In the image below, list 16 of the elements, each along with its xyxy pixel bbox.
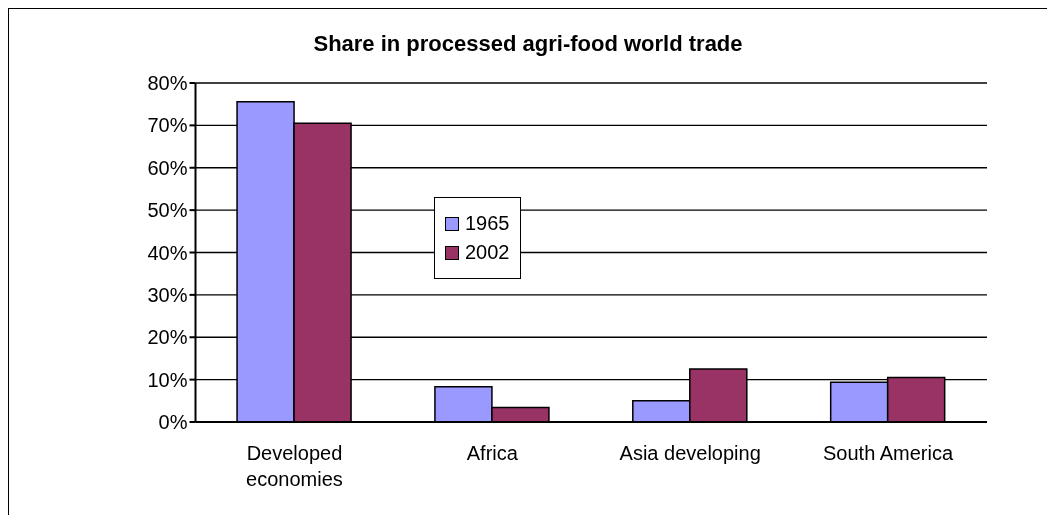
y-tick-label: 80%	[147, 72, 188, 95]
y-tick-label: 20%	[147, 326, 188, 349]
y-tick-label: 10%	[147, 368, 188, 391]
legend-label: 2002	[465, 241, 510, 264]
y-tick-label: 30%	[147, 283, 188, 306]
y-tick-label: 60%	[147, 156, 188, 179]
chart-title: Share in processed agri-food world trade	[312, 31, 744, 57]
y-tick-label: 40%	[147, 241, 188, 264]
y-tick-label: 0%	[158, 411, 188, 434]
y-tick-label: 50%	[147, 199, 188, 222]
y-tick-label: 70%	[147, 114, 188, 137]
x-tick-label: Developed economies	[246, 442, 343, 490]
x-tick-label: South America	[823, 442, 954, 464]
x-tick-label: Asia developing	[619, 442, 761, 464]
legend-label: 1965	[465, 212, 510, 235]
x-tick-label: Africa	[466, 442, 519, 464]
